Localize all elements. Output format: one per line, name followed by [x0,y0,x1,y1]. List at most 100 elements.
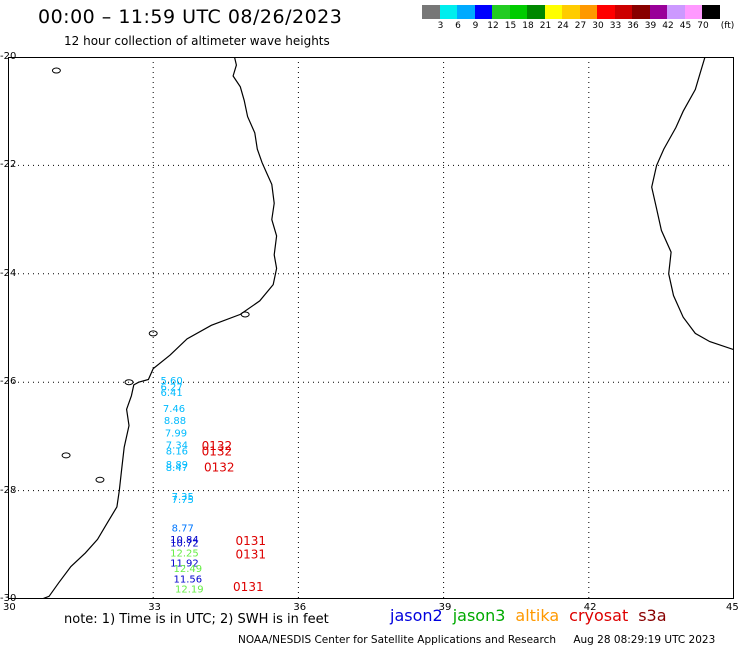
longitude-label: 42 [583,602,597,613]
chart-title: 00:00 – 11:59 UTC 08/26/2023 [38,6,343,28]
longitude-label: 36 [293,602,307,613]
map-border [8,57,734,599]
colorbar-label: 24 [557,21,569,31]
colorbar-label: 27 [574,21,587,31]
satellite-legend-entry: altika [515,606,560,625]
colorbar-swatch [474,5,492,19]
pass-time-label: 0131 [235,534,266,548]
wave-height-value: 7.75 [172,495,194,506]
island-outline [240,311,250,318]
satellite-legend-entry: cryosat [569,606,629,625]
coastline [41,57,734,599]
pass-time-label: 0131 [233,580,264,594]
lat-lon-grid [8,57,734,599]
island-outline [95,476,105,483]
colorbar-label: 3 [437,21,444,31]
wave-height-value: 7.99 [165,428,187,439]
colorbar-label: 18 [522,21,534,31]
colorbar-label: 42 [662,21,674,31]
wave-height-value: 10.72 [170,538,199,549]
colorbar-swatch [457,5,475,19]
wave-height-value: 11.92 [170,558,199,569]
colorbar-swatch [422,5,440,19]
wave-height-value: 12.49 [174,564,203,575]
colorbar-swatch [702,5,720,19]
wave-height-value: 7.35 [172,492,194,503]
madagascar-coastline [651,57,734,351]
latitude-label: -30 [0,593,17,604]
latitude-label: -22 [0,159,17,171]
colorbar-swatch [667,5,685,19]
colorbar-swatch [579,5,597,19]
colorbar-label: 6 [455,21,461,31]
wave-height-value: 5.60 [160,376,182,387]
colorbar-swatch [562,5,580,19]
longitude-label: 30 [3,602,16,613]
generated-timestamp: Aug 28 08:29:19 UTC 2023 [573,634,716,646]
colorbar-swatch [684,5,702,19]
colorbar-swatch [597,5,615,19]
map-area: 5.60 6.27 6.41 7.46 8.88 7.99 7.34 8.16 8.89 8.47… [8,57,734,599]
colorbar-swatch [527,5,545,19]
colorbar-swatch [509,5,527,19]
colorbar-swatch [649,5,667,19]
africa-coastline [41,57,278,599]
pass-time-label: 0132 [202,439,233,453]
island-outline [61,452,71,459]
colorbar-swatch [492,5,510,19]
latitude-label: -26 [0,376,17,388]
wave-height-value: 8.47 [166,463,188,474]
wave-height-value: 8.88 [164,416,186,427]
wave-height-value: 7.34 [166,440,188,451]
colorbar-label: 12 [487,21,499,31]
longitude-label: 45 [726,602,739,613]
latitude-label: -28 [0,484,17,496]
pass-time-label: 0132 [204,461,235,475]
colorbar-swatch [544,5,562,19]
colorbar-label: 33 [609,21,622,31]
island-outline [148,330,158,337]
island-outline [51,67,61,74]
satellite-legend: jason2 jason3 altika cryosat s3a [390,606,677,625]
colorbar-label: 9 [472,21,479,31]
units-note: note: 1) Time is in UTC; 2) SWH is in fe… [64,612,329,627]
colorbar-swatch [632,5,650,19]
longitude-label: 39 [438,602,452,613]
satellite-legend-entry: jason3 [452,606,506,625]
credit-line: NOAA/NESDIS Center for Satellite Applica… [238,634,715,646]
colorbar-swatch [614,5,632,19]
colorbar-label: (ft) [720,21,735,31]
colorbar-swatch [439,5,457,19]
wave-height-value: 7.46 [163,404,185,415]
island-outline [124,379,134,386]
wave-height-value: 8.16 [166,446,188,457]
wave-height-colorbar [422,5,720,19]
colorbar-label: 15 [504,21,517,31]
colorbar-label: 39 [644,21,657,31]
colorbar-label: 30 [592,21,604,31]
colorbar-label: 21 [539,21,552,31]
satellite-legend-entry: jason2 [390,606,443,625]
colorbar-label: 45 [679,21,692,31]
wave-height-value: 8.77 [172,523,194,534]
colorbar-labels: 3 6 9 12 15 18 21 24 27 30 33 36 39 42 45 70 (ft) [422,21,740,33]
colorbar-label: 36 [627,21,639,31]
observations-layer: 5.606.276.41 7.468.887.997.348.16 8.898.47… [160,376,266,596]
wave-height-value: 10.84 [170,535,199,546]
chart-subtitle: 12 hour collection of altimeter wave hei… [64,34,330,48]
wave-height-value: 6.27 [160,382,182,393]
latitude-label: -20 [0,51,17,62]
wave-height-value: 6.41 [160,388,182,399]
wave-height-value: 8.89 [166,460,188,471]
credit-text: NOAA/NESDIS Center for Satellite Applica… [238,634,556,646]
latitude-label: -24 [0,267,17,279]
pass-time-label: 0131 [235,547,266,561]
wave-height-value: 12.19 [175,584,204,595]
pass-time-label: 0132 [202,444,233,458]
wave-height-value: 12.25 [170,549,199,560]
satellite-legend-entry: s3a [638,606,667,625]
colorbar-label: 70 [697,21,709,31]
wave-height-value: 11.56 [174,575,203,586]
longitude-label: 33 [148,602,161,613]
map-canvas: 5.606.276.41 7.468.887.997.348.16 8.898.47… [8,57,734,599]
